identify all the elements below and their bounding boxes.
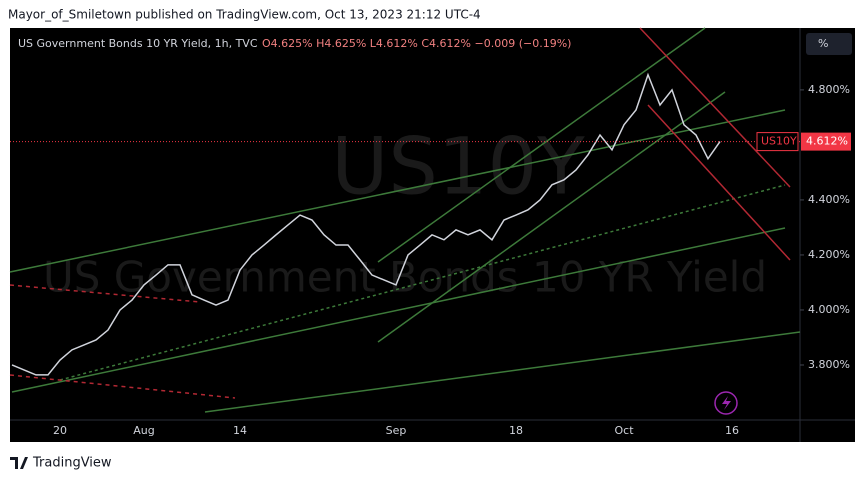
x-tick-label: 16: [725, 424, 739, 437]
footer-brand: TradingView: [32, 456, 112, 471]
symbol-tag-label: US10Y: [761, 135, 797, 148]
scale-button[interactable]: [806, 33, 852, 55]
trend-line: [11, 227, 786, 393]
trend-line: [377, 91, 726, 343]
alert-icon[interactable]: [714, 391, 738, 415]
x-tick-label: Oct: [614, 424, 634, 437]
watermark-symbol: US10Y: [331, 122, 585, 212]
x-tick-label: 14: [233, 424, 247, 437]
y-tick-label: 3.800%: [808, 358, 850, 371]
price-line: [11, 72, 721, 376]
trend-line: [377, 27, 706, 263]
x-tick-label: Aug: [133, 424, 154, 437]
x-tick-label: 20: [53, 424, 67, 437]
trend-line: [9, 109, 786, 273]
trend-line: [204, 331, 801, 413]
scale-button-label[interactable]: %: [818, 37, 828, 50]
watermark-name: US Government Bonds 10 YR Yield: [43, 253, 767, 302]
x-tick-label: Sep: [386, 424, 407, 437]
price-tag: [801, 132, 851, 151]
y-tick-label: 4.000%: [808, 303, 850, 316]
y-tick-label: 4.200%: [808, 248, 850, 261]
trend-line: [639, 27, 791, 188]
trend-line: [9, 374, 236, 399]
ohlc-line: O4.625% H4.625% L4.612% C4.612% −0.009 (…: [262, 37, 571, 50]
publisher-line: Mayor_of_Smiletown published on TradingV…: [8, 8, 481, 22]
price-tag-label: 4.612%: [806, 135, 848, 148]
drawings: [9, 27, 801, 413]
x-tick-label: 18: [509, 424, 523, 437]
y-tick-label: 4.800%: [808, 83, 850, 96]
trend-line: [647, 104, 791, 261]
symbol-line: US Government Bonds 10 YR Yield, 1h, TVC: [18, 37, 258, 50]
trend-line: [59, 184, 786, 381]
footer-logo: [10, 457, 28, 469]
alert-icon-bolt[interactable]: [722, 396, 731, 410]
symbol-tag: [756, 132, 799, 152]
y-tick-label: 4.400%: [808, 193, 850, 206]
